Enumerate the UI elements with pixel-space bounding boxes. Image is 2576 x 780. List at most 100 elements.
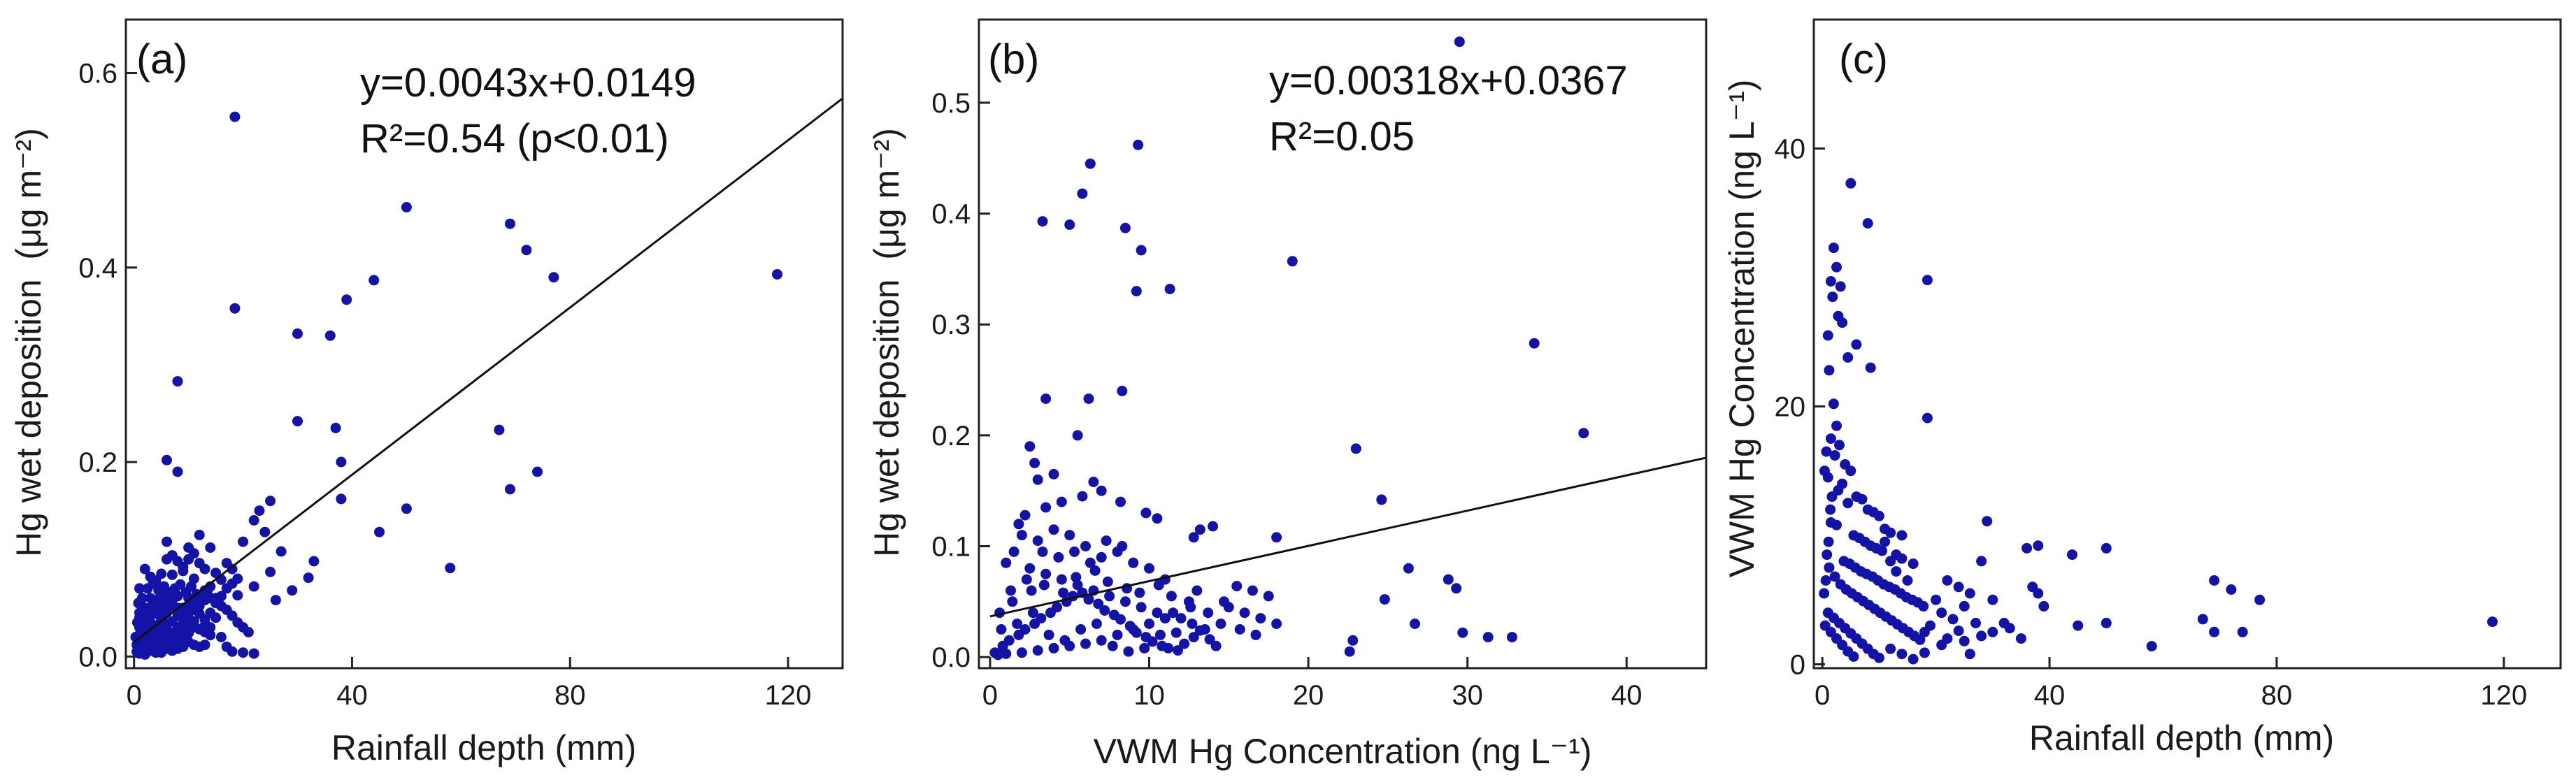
data-point <box>138 636 150 647</box>
data-point <box>1828 243 1839 254</box>
data-point <box>178 618 189 629</box>
data-point <box>199 563 210 575</box>
data-point <box>1827 291 1838 303</box>
data-point <box>1891 566 1902 577</box>
data-point <box>1043 629 1054 640</box>
data-point <box>1136 602 1147 613</box>
x-tick-label: 80 <box>2261 680 2293 711</box>
data-point <box>1001 557 1012 568</box>
data-point <box>1902 575 1913 586</box>
data-point <box>1964 649 1975 660</box>
data-point <box>175 579 186 590</box>
data-point <box>156 647 167 658</box>
data-point <box>186 581 196 592</box>
data-point <box>1915 634 1926 645</box>
data-point <box>1982 516 1993 527</box>
y-axis-title: Hg wet deposition (μg m⁻²) <box>867 128 906 557</box>
data-point <box>2209 626 2220 637</box>
data-point <box>1578 428 1589 439</box>
data-point <box>1107 640 1118 651</box>
data-point <box>1144 619 1154 629</box>
data-point <box>1922 275 1933 286</box>
x-tick-label: 40 <box>336 680 368 711</box>
data-point <box>1026 585 1037 596</box>
data-point <box>1052 602 1062 613</box>
data-point <box>1154 629 1166 640</box>
data-point <box>229 303 241 314</box>
data-point <box>1077 491 1088 502</box>
data-point <box>1140 507 1152 519</box>
data-point <box>1231 581 1243 592</box>
data-point <box>1908 558 1919 570</box>
data-point <box>1347 635 1359 646</box>
data-point <box>1831 420 1842 431</box>
data-point <box>205 630 216 641</box>
data-point <box>1255 613 1266 624</box>
y-axis-title: Hg wet deposition (μg m⁻²) <box>9 128 48 557</box>
data-point <box>1124 621 1136 632</box>
data-point <box>2067 549 2077 561</box>
data-point <box>1350 443 1361 454</box>
data-point <box>1093 598 1104 609</box>
data-point <box>1885 527 1896 538</box>
data-point <box>229 111 241 122</box>
data-point <box>336 493 347 505</box>
data-point <box>1834 440 1845 451</box>
y-tick-label: 0.0 <box>78 642 117 672</box>
data-point <box>1072 430 1083 441</box>
data-point <box>1819 588 1830 599</box>
data-point <box>1040 393 1052 404</box>
data-point <box>2101 542 2112 554</box>
data-point <box>2101 617 2112 628</box>
data-point <box>308 556 320 567</box>
panel-label: (b) <box>988 36 1039 82</box>
data-point <box>238 536 249 547</box>
data-point <box>1085 557 1096 568</box>
data-point <box>1873 652 1884 663</box>
data-point <box>194 608 205 619</box>
data-point <box>205 542 216 553</box>
data-point <box>1410 619 1420 629</box>
data-point <box>1119 596 1131 607</box>
data-point <box>1152 607 1163 619</box>
data-point <box>989 647 1001 658</box>
data-point <box>1027 607 1038 619</box>
data-point <box>1128 557 1139 568</box>
x-tick-label: 20 <box>1293 680 1324 711</box>
data-point <box>1234 624 1245 635</box>
data-point <box>1845 178 1856 189</box>
x-tick-label: 0 <box>982 680 998 711</box>
y-tick-label: 40 <box>1775 133 1806 164</box>
data-point <box>1115 614 1126 625</box>
data-point <box>1048 468 1059 479</box>
data-point <box>1037 216 1048 227</box>
data-point <box>265 566 276 577</box>
data-point <box>1188 632 1199 643</box>
data-point <box>287 585 298 596</box>
data-point <box>374 526 385 537</box>
data-point <box>1117 385 1128 396</box>
data-point <box>330 422 341 433</box>
data-point <box>1835 281 1846 292</box>
data-point <box>188 616 199 627</box>
data-point <box>2254 594 2266 605</box>
data-point <box>1096 635 1107 646</box>
data-point <box>1482 632 1494 643</box>
x-axis-title: Rainfall depth (mm) <box>331 728 636 767</box>
data-point <box>1842 498 1854 509</box>
data-point <box>1006 585 1016 596</box>
data-point <box>1344 646 1355 657</box>
data-point <box>1040 568 1052 579</box>
points-group <box>989 36 1589 660</box>
data-point <box>1024 563 1036 574</box>
data-point <box>1959 635 1970 647</box>
data-point <box>1947 614 1959 625</box>
data-point <box>1848 651 1859 662</box>
data-point <box>1115 496 1126 507</box>
data-point <box>1164 284 1175 294</box>
data-point <box>1037 546 1048 557</box>
data-point <box>2004 623 2015 634</box>
x-tick-label: 120 <box>765 680 812 711</box>
data-point <box>548 272 559 283</box>
data-point <box>1896 649 1908 660</box>
